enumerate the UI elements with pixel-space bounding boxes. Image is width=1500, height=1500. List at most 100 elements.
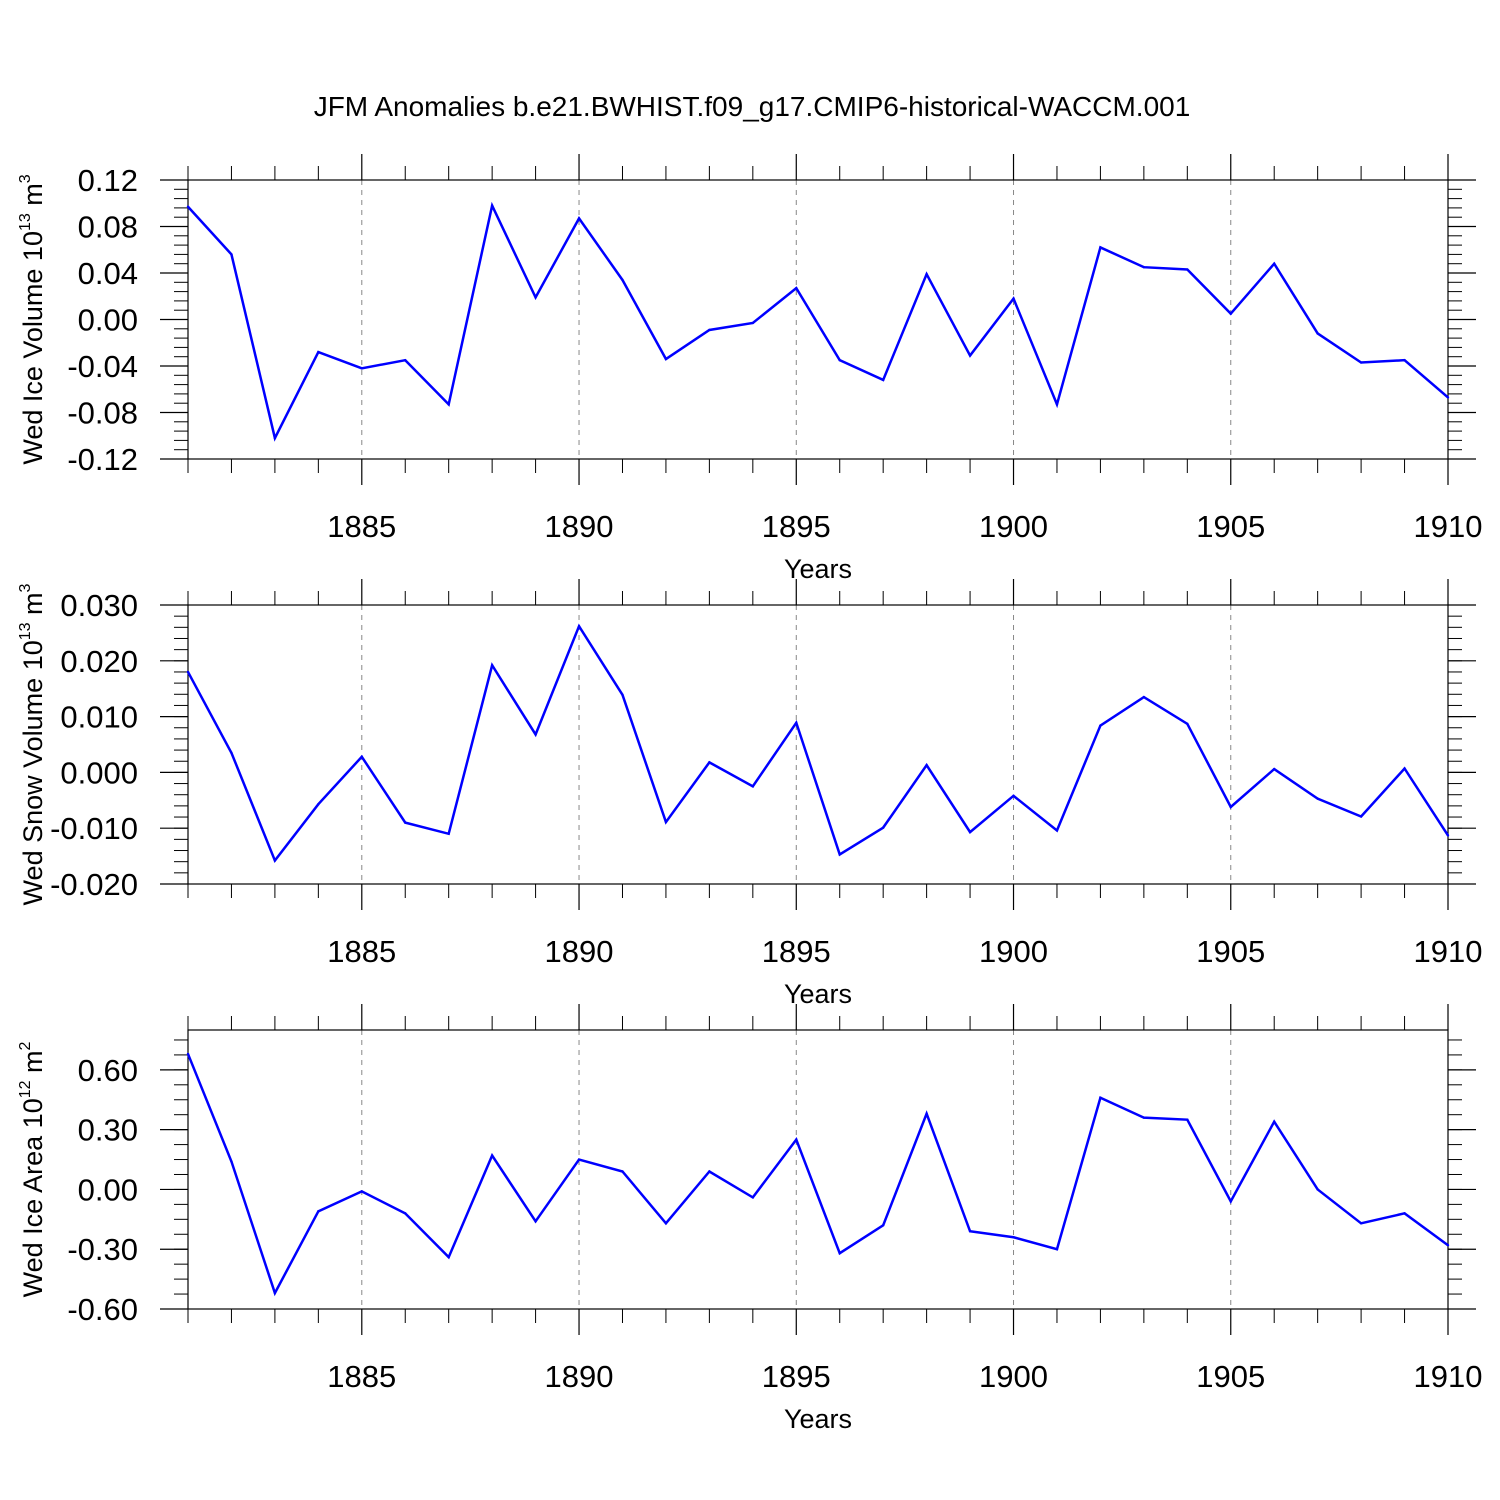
plot-frame: [187, 604, 1449, 885]
chart-panel-1: -0.12 -0.08 -0.04 0.00 0.04 0.08 0.12 1885 1890 1…: [17, 154, 1482, 584]
data-point: [838, 1252, 841, 1255]
x-tick-label: 1905: [1196, 1359, 1265, 1394]
plot-frame: [187, 1029, 1449, 1310]
x-tick-label: 1890: [545, 509, 614, 544]
plot-frame: [187, 179, 1449, 460]
data-point: [577, 1158, 581, 1161]
series-line: [187, 201, 1449, 442]
x-axis-label: Years: [784, 979, 852, 1009]
data-point: [664, 1222, 668, 1225]
data-point: [490, 1154, 494, 1157]
y-tick-label: -0.010: [50, 811, 138, 846]
data-point: [447, 1255, 450, 1259]
x-tick-label: 1900: [979, 509, 1048, 544]
y-tick-label: 0.30: [78, 1113, 138, 1148]
data-point: [1273, 1120, 1276, 1123]
y-tick-label: -0.30: [67, 1232, 138, 1267]
x-tick-label: 1905: [1196, 934, 1265, 969]
y-tick-label: -0.08: [67, 396, 138, 431]
data-point: [1229, 805, 1232, 809]
data-point: [317, 803, 320, 806]
data-point: [881, 826, 885, 829]
y-tick-label: 0.010: [60, 700, 138, 735]
x-tick-label: 1910: [1414, 1359, 1483, 1394]
data-point: [1316, 1188, 1319, 1191]
series-line: [186, 1053, 1449, 1297]
x-tick-label: 1885: [327, 934, 396, 969]
x-tick-label: 1895: [762, 1359, 831, 1394]
data-point: [1099, 724, 1102, 727]
data-point: [1229, 312, 1232, 315]
data-point: [404, 358, 407, 362]
y-tick-label: 0.00: [78, 303, 138, 338]
data-point: [708, 328, 711, 332]
x-tick-label: 1910: [1414, 934, 1483, 969]
data-point: [186, 205, 190, 208]
x-tick-label: 1890: [545, 1359, 614, 1394]
data-point: [1229, 1200, 1232, 1203]
data-point: [1186, 722, 1189, 726]
data-point: [664, 357, 668, 361]
x-tick-label: 1885: [327, 509, 396, 544]
data-point: [1186, 1118, 1189, 1121]
data-point: [1012, 794, 1015, 798]
data-point: [925, 1112, 928, 1115]
data-point: [1316, 332, 1319, 335]
data-point: [1403, 358, 1406, 362]
data-point: [1055, 1248, 1059, 1251]
x-tick-label: 1900: [979, 934, 1048, 969]
data-point: [838, 358, 841, 362]
data-point: [360, 755, 363, 758]
data-point: [230, 751, 233, 755]
y-tick-label: 0.04: [78, 256, 138, 291]
data-point: [795, 721, 798, 724]
data-point: [1099, 246, 1102, 249]
data-point: [751, 1196, 755, 1199]
data-point: [838, 853, 841, 856]
data-point: [230, 253, 233, 256]
data-point: [1403, 1212, 1406, 1215]
data-point: [1446, 1244, 1450, 1247]
y-tick-label: -0.020: [50, 867, 138, 902]
x-tick-label: 1895: [762, 509, 831, 544]
data-point: [1012, 1236, 1015, 1239]
data-point: [273, 436, 277, 440]
y-axis-label: Wed Snow Volume 1013 m3: [17, 583, 48, 905]
y-tick-label: 0.000: [60, 755, 138, 790]
data-point: [534, 733, 537, 736]
data-point: [1316, 797, 1319, 800]
data-point: [881, 378, 885, 382]
y-tick-label: 0.12: [78, 163, 138, 198]
y-axis-label: Wed Ice Area 1012 m2: [17, 1041, 48, 1297]
x-tick-label: 1905: [1196, 509, 1265, 544]
data-point: [1446, 834, 1450, 837]
data-point: [1359, 1222, 1363, 1225]
data-point: [317, 350, 320, 354]
data-point: [1403, 767, 1406, 770]
data-point: [708, 1170, 711, 1173]
data-point: [1273, 262, 1276, 265]
y-tick-label: 0.08: [78, 210, 138, 245]
data-point: [317, 1210, 320, 1213]
chart-panel-2: -0.020 -0.010 0.000 0.010 0.020 0.030 1885 1890…: [17, 579, 1482, 1009]
data-point: [1055, 403, 1059, 406]
data-point: [577, 217, 581, 220]
data-point: [360, 367, 363, 370]
x-tick-label: 1895: [762, 934, 831, 969]
data-point: [404, 821, 407, 824]
x-tick-label: 1890: [545, 934, 614, 969]
data-point: [186, 1052, 190, 1056]
data-point: [1273, 767, 1276, 771]
data-point: [447, 403, 450, 406]
data-point: [1099, 1096, 1102, 1099]
data-point: [490, 664, 494, 667]
y-axis-label: Wed Ice Volume 1013 m3: [17, 174, 48, 464]
data-point: [751, 321, 755, 325]
data-point: [1142, 265, 1146, 269]
y-tick-label: 0.030: [60, 588, 138, 623]
data-point: [534, 1220, 537, 1223]
data-point: [795, 286, 798, 290]
data-point: [925, 763, 928, 767]
y-tick-label: 0.020: [60, 644, 138, 679]
